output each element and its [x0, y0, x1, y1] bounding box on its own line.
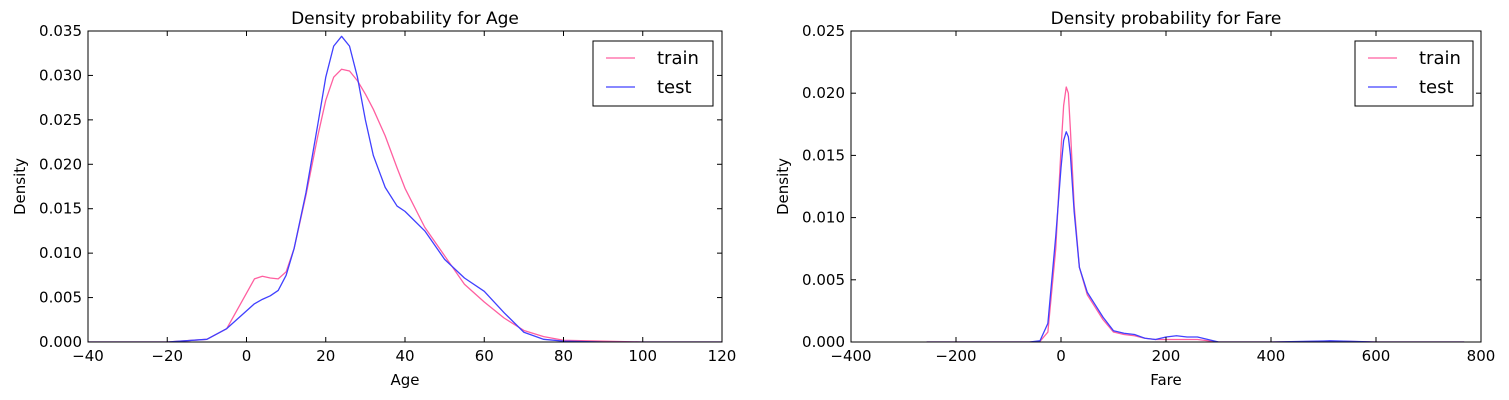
- y-tick-label: 0.005: [802, 271, 845, 289]
- y-axis-label: Density: [774, 158, 792, 215]
- y-tick-label: 0.030: [39, 66, 82, 84]
- x-tick-label: 120: [708, 347, 737, 365]
- x-tick-label: −40: [72, 347, 104, 365]
- series-line-test: [926, 131, 1465, 342]
- y-tick-label: 0.015: [802, 146, 845, 164]
- y-axis-label: Density: [11, 158, 29, 215]
- y-tick-label: 0.020: [802, 84, 845, 102]
- y-tick-label: 0.020: [39, 155, 82, 173]
- legend-label-test: test: [1419, 77, 1454, 98]
- x-tick-label: 800: [1467, 347, 1496, 365]
- x-tick-label: 0: [1056, 347, 1066, 365]
- x-tick-label: −20: [151, 347, 183, 365]
- x-tick-label: 60: [475, 347, 494, 365]
- x-tick-label: 0: [242, 347, 252, 365]
- y-tick-label: 0.025: [39, 111, 82, 129]
- x-tick-label: 600: [1362, 347, 1391, 365]
- chart-1: Density probability for Age −40 −20 0 20 40 60…: [11, 9, 736, 389]
- x-axis-label: Age: [390, 371, 419, 389]
- legend-box: [592, 40, 714, 107]
- legend-label-train: train: [1419, 48, 1461, 69]
- x-tick-label: −200: [935, 347, 976, 365]
- x-tick-label: 20: [316, 347, 335, 365]
- legend: train test: [1354, 40, 1474, 107]
- y-tick-label: 0.010: [802, 209, 845, 227]
- series-line-train: [88, 68, 722, 342]
- y-tick-label: 0.000: [39, 333, 82, 351]
- chart-2: Density probability for Fare −400 −200 0 200…: [774, 9, 1495, 389]
- legend-label-train: train: [657, 48, 699, 69]
- series-line-test: [88, 35, 722, 342]
- x-tick-label: 100: [628, 347, 657, 365]
- x-tick-label: 200: [1152, 347, 1181, 365]
- legend-box: [1354, 40, 1474, 107]
- y-tick-label: 0.035: [39, 22, 82, 40]
- y-tick-label: 0.000: [802, 333, 845, 351]
- y-tick-label: 0.010: [39, 244, 82, 262]
- plot-area: [88, 35, 722, 342]
- chart-title: Density probability for Age: [291, 9, 519, 29]
- y-tick-label: 0.015: [39, 200, 82, 218]
- y-tick-label: 0.005: [39, 289, 82, 307]
- x-axis-label: Fare: [1150, 371, 1182, 389]
- legend: train test: [592, 40, 714, 107]
- x-tick-label: −400: [830, 347, 871, 365]
- y-tick-label: 0.025: [802, 22, 845, 40]
- x-tick-label: 400: [1257, 347, 1286, 365]
- legend-label-test: test: [657, 77, 692, 98]
- plot-area: [926, 86, 1465, 342]
- series-line-train: [926, 86, 1465, 342]
- x-tick-label: 80: [554, 347, 573, 365]
- x-tick-label: 40: [395, 347, 414, 365]
- chart-title: Density probability for Fare: [1051, 9, 1282, 29]
